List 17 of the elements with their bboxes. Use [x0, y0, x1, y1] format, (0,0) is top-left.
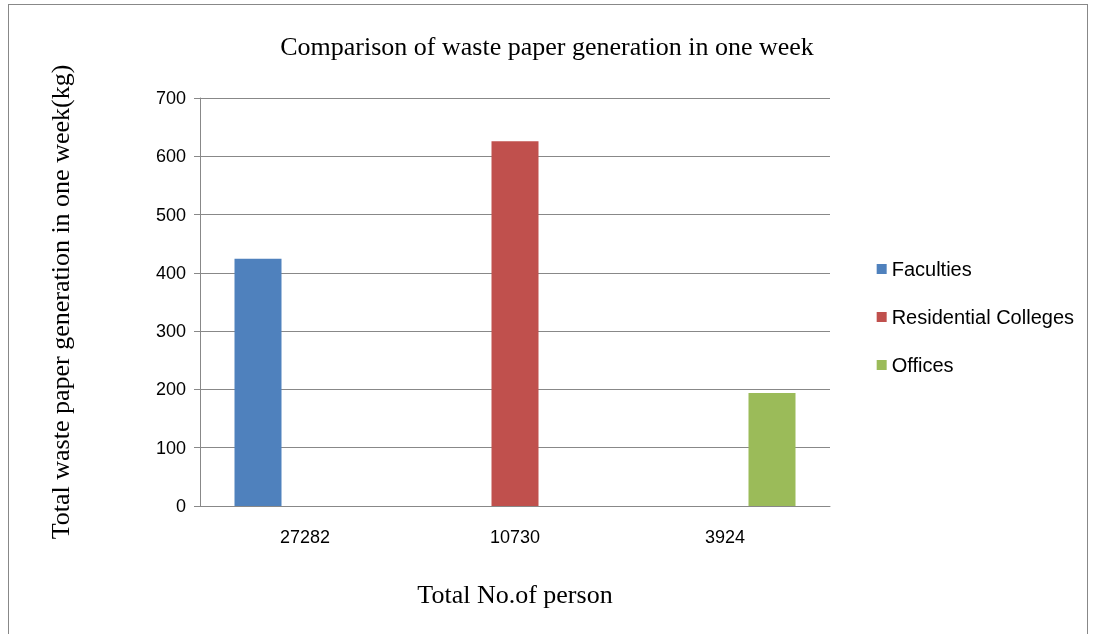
y-tick-label: 300 [155, 321, 186, 342]
legend-label: Faculties [891, 258, 972, 280]
y-tick-label: 600 [155, 146, 186, 167]
y-tick-label: 200 [155, 379, 186, 400]
chart-title: Comparison of waste paper generation in one week [280, 31, 814, 61]
x-axis-title: Total No.of person [417, 579, 613, 609]
y-tick-label: 500 [155, 204, 186, 225]
y-tick-label: 100 [155, 437, 186, 458]
legend-label: Residential Colleges [891, 306, 1074, 328]
legend-label: Offices [891, 354, 954, 376]
x-tick-label: 10730 [489, 527, 541, 547]
x-tick-label: 27282 [279, 527, 331, 547]
y-tick-label: 400 [155, 262, 186, 283]
y-tick-label: 0 [175, 496, 186, 516]
x-tick-label: 3924 [704, 527, 746, 547]
y-axis-title: Total waste paper generation in one week(kg) [45, 64, 75, 540]
y-tick-label: 700 [155, 88, 186, 108]
